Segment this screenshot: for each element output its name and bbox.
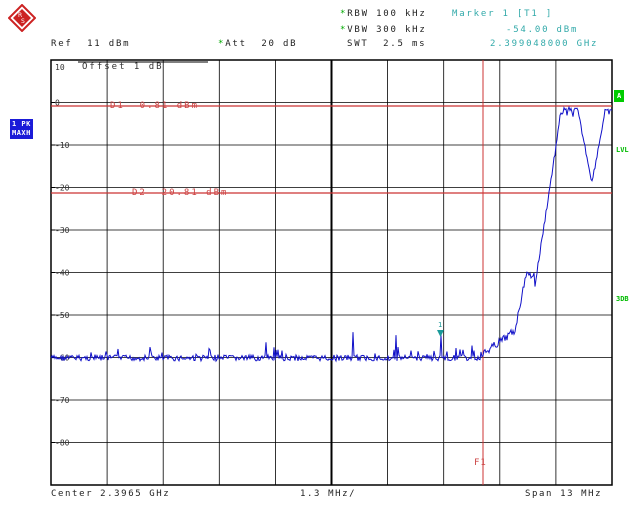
y-tick-label: -80 [55, 439, 70, 448]
y-tick-label: -30 [55, 226, 70, 235]
marker-level: -54.00 dBm [506, 25, 579, 35]
a-tag: A [614, 90, 625, 102]
frequency-per-division: 1.3 MHz/ [300, 489, 357, 499]
star-icon: * [340, 9, 348, 19]
rohde-schwarz-logo: R S [8, 4, 36, 32]
svg-text:R: R [18, 12, 22, 19]
y-tick-label: -10 [55, 141, 70, 150]
d2-label: D2 -20.81 dBm [132, 188, 228, 198]
swt-setting: SWT 2.5 ms [347, 39, 427, 49]
y-tick-label: -20 [55, 184, 70, 193]
attenuation: *Att 20 dB [218, 39, 298, 49]
marker-triangle-icon[interactable] [437, 330, 444, 337]
spectrum-trace [50, 105, 613, 363]
span: Span 13 MHz [525, 489, 603, 499]
lvl-tag: LVL [616, 146, 629, 154]
marker-frequency: 2.399048000 GHz [490, 39, 599, 49]
d1-label: D1 -0.81 dBm [110, 101, 199, 111]
star-icon: * [218, 39, 226, 49]
y-tick-label: -70 [55, 396, 70, 405]
center-frequency: Center 2.3965 GHz [51, 489, 171, 499]
ref-level: Ref 11 dBm [51, 39, 131, 49]
y-axis-labels: 100-10-20-30-40-50-60-70-80 [51, 63, 70, 448]
offset-label: Offset 1 dB [82, 62, 164, 72]
f1-label: F1 [474, 458, 487, 468]
y-tick-label: -50 [55, 311, 70, 320]
marker-title: Marker 1 [T1 ] [452, 9, 554, 19]
y-tick-label: 10 [55, 63, 65, 72]
y-tick-label: -40 [55, 269, 70, 278]
db3-tag: 3DB [616, 295, 629, 303]
star-icon: * [340, 25, 348, 35]
vbw-setting: *VBW 300 kHz [340, 25, 427, 35]
svg-text:S: S [21, 18, 25, 25]
rbw-setting: *RBW 100 kHz [340, 9, 427, 19]
y-tick-label: 0 [55, 99, 60, 108]
marker-number: 1 [438, 321, 442, 329]
trace-tag: 1 PK MAXH [10, 119, 33, 139]
